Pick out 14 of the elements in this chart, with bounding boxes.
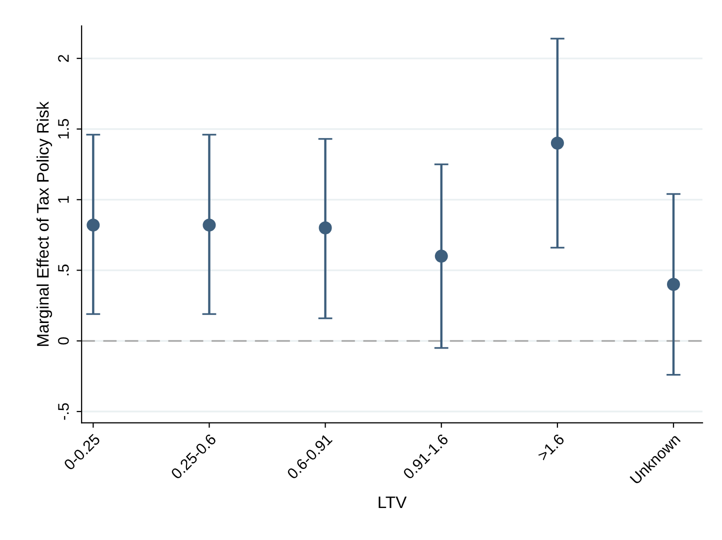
- point: [550, 136, 564, 150]
- y-tick-label: 1: [58, 196, 69, 203]
- y-tick-label: -.5: [58, 403, 69, 420]
- y-tick-label: 1.5: [58, 119, 69, 138]
- point: [202, 218, 216, 232]
- y-axis-title: Marginal Effect of Tax Policy Risk: [36, 101, 52, 346]
- x-axis-title: LTV: [378, 496, 407, 508]
- y-tick-label: 2: [58, 54, 69, 62]
- point: [318, 221, 332, 234]
- point: [434, 250, 448, 263]
- point: [666, 278, 680, 291]
- point: [86, 218, 100, 232]
- y-tick-label: 0: [58, 337, 69, 345]
- y-tick-label: .5: [58, 264, 69, 276]
